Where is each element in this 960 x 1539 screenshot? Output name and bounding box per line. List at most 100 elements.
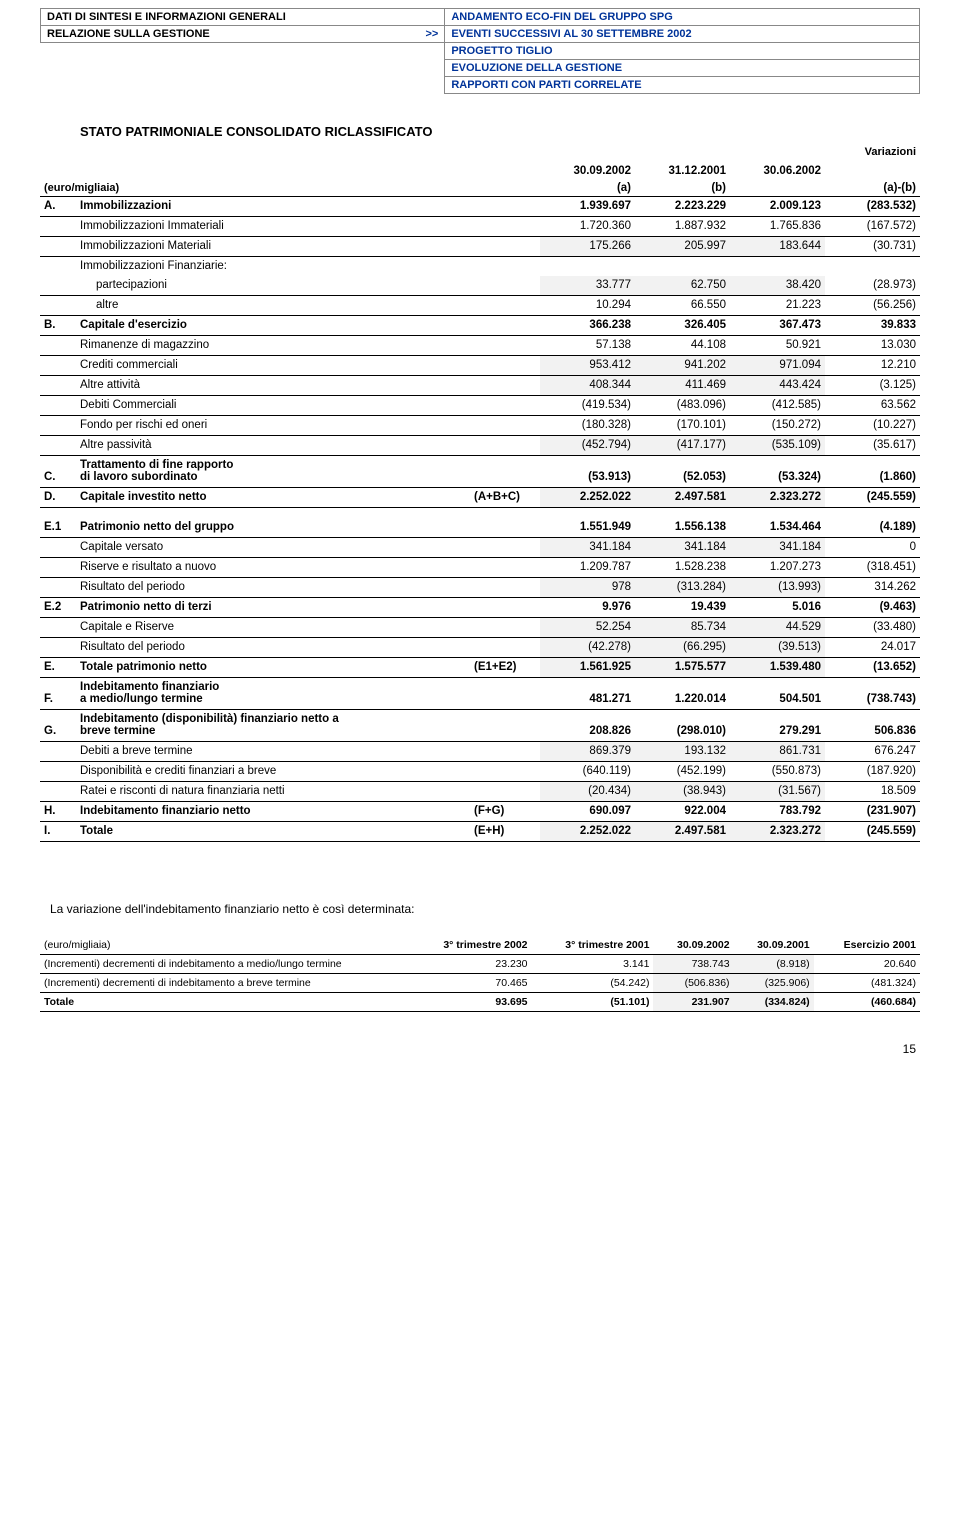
row-desc: Disponibilità e crediti finanziari a bre… — [76, 761, 470, 781]
row-value — [730, 257, 825, 277]
row-extra — [470, 316, 540, 336]
row-value: (53.913) — [540, 456, 635, 488]
row-extra — [470, 597, 540, 617]
table-row: Altre passività(452.794)(417.177)(535.10… — [40, 436, 920, 456]
row-desc: Rimanenze di magazzino — [76, 336, 470, 356]
row-desc: Indebitamento finanziarioa medio/lungo t… — [76, 677, 470, 709]
row-value: 2.497.581 — [635, 821, 730, 841]
row-letter — [40, 276, 76, 296]
row-value: 2.497.581 — [635, 488, 730, 508]
row-desc: Capitale d'esercizio — [76, 316, 470, 336]
row-letter — [40, 217, 76, 237]
row-letter: C. — [40, 456, 76, 488]
table-row: Immobilizzazioni Finanziarie: — [40, 257, 920, 277]
table-row: E.2Patrimonio netto di terzi9.97619.4395… — [40, 597, 920, 617]
row-letter: A. — [40, 197, 76, 217]
row-value: (31.567) — [730, 781, 825, 801]
row-value — [540, 257, 635, 277]
table-row: Capitale e Riserve52.25485.73444.529(33.… — [40, 617, 920, 637]
small-row-value: (8.918) — [734, 954, 814, 973]
row-value: (4.189) — [825, 518, 920, 538]
row-value: 783.792 — [730, 801, 825, 821]
row-letter — [40, 557, 76, 577]
row-desc: Debiti a breve termine — [76, 741, 470, 761]
table-row: H.Indebitamento finanziario netto(F+G)69… — [40, 801, 920, 821]
table-row: E.1Patrimonio netto del gruppo1.551.9491… — [40, 518, 920, 538]
header-right-2: EVENTI SUCCESSIVI AL 30 SETTEMBRE 2002 — [445, 26, 920, 43]
row-desc: Fondo per rischi ed oneri — [76, 416, 470, 436]
row-value: 10.294 — [540, 296, 635, 316]
row-value: 1.720.360 — [540, 217, 635, 237]
row-value: 44.108 — [635, 336, 730, 356]
row-letter: H. — [40, 801, 76, 821]
row-value: (550.873) — [730, 761, 825, 781]
row-extra — [470, 396, 540, 416]
row-value: (13.652) — [825, 657, 920, 677]
row-extra: (A+B+C) — [470, 488, 540, 508]
row-value: 2.323.272 — [730, 488, 825, 508]
row-extra: (E1+E2) — [470, 657, 540, 677]
row-value: 38.420 — [730, 276, 825, 296]
small-table-row: (Incrementi) decrementi di indebitamento… — [40, 973, 920, 992]
row-extra — [470, 781, 540, 801]
row-desc: Altre passività — [76, 436, 470, 456]
row-value: 2.252.022 — [540, 488, 635, 508]
table-row: Risultato del periodo978(313.284)(13.993… — [40, 577, 920, 597]
col-h2b: (b) — [635, 179, 730, 197]
row-value: (3.125) — [825, 376, 920, 396]
row-value: (283.532) — [825, 197, 920, 217]
row-value: 0 — [825, 537, 920, 557]
row-extra — [470, 436, 540, 456]
small-row-value: (51.101) — [532, 992, 654, 1011]
small-row-desc: Totale — [40, 992, 410, 1011]
table-row: Debiti Commerciali(419.534)(483.096)(412… — [40, 396, 920, 416]
row-extra — [470, 197, 540, 217]
row-desc: Immobilizzazioni Materiali — [76, 237, 470, 257]
page-number: 15 — [40, 1042, 920, 1056]
row-value: (187.920) — [825, 761, 920, 781]
row-value: 85.734 — [635, 617, 730, 637]
row-value: 1.551.949 — [540, 518, 635, 538]
row-desc: Patrimonio netto di terzi — [76, 597, 470, 617]
row-value: 208.826 — [540, 709, 635, 741]
row-extra — [470, 217, 540, 237]
row-extra — [470, 237, 540, 257]
row-value: 5.016 — [730, 597, 825, 617]
sh3: 30.09.2001 — [734, 936, 814, 955]
row-value: (452.199) — [635, 761, 730, 781]
small-row-value: 738.743 — [653, 954, 733, 973]
col-h2: 31.12.2001 — [635, 162, 730, 179]
row-value: (30.731) — [825, 237, 920, 257]
row-desc: Indebitamento (disponibilità) finanziari… — [76, 709, 470, 741]
row-value: (419.534) — [540, 396, 635, 416]
col-h4: (a)-(b) — [825, 179, 920, 197]
row-value: (170.101) — [635, 416, 730, 436]
row-value: (56.256) — [825, 296, 920, 316]
row-letter — [40, 416, 76, 436]
row-extra — [470, 276, 540, 296]
row-value: (38.943) — [635, 781, 730, 801]
row-value: 314.262 — [825, 577, 920, 597]
row-value: (318.451) — [825, 557, 920, 577]
row-letter — [40, 436, 76, 456]
row-desc: Immobilizzazioni Finanziarie: — [76, 257, 470, 277]
row-extra — [470, 537, 540, 557]
row-value: 411.469 — [635, 376, 730, 396]
row-desc: Immobilizzazioni — [76, 197, 470, 217]
row-desc: Capitale investito netto — [76, 488, 470, 508]
row-desc: partecipazioni — [76, 276, 470, 296]
row-desc: Capitale versato — [76, 537, 470, 557]
table-row: Disponibilità e crediti finanziari a bre… — [40, 761, 920, 781]
small-row-value: 93.695 — [410, 992, 532, 1011]
row-extra — [470, 557, 540, 577]
row-value: 39.833 — [825, 316, 920, 336]
row-value: 18.509 — [825, 781, 920, 801]
row-letter — [40, 741, 76, 761]
row-value: 205.997 — [635, 237, 730, 257]
row-letter: E.1 — [40, 518, 76, 538]
row-value: (20.434) — [540, 781, 635, 801]
row-desc: Indebitamento finanziario netto — [76, 801, 470, 821]
small-row-value: (54.242) — [532, 973, 654, 992]
table-row: B.Capitale d'esercizio366.238326.405367.… — [40, 316, 920, 336]
row-value: 1.556.138 — [635, 518, 730, 538]
